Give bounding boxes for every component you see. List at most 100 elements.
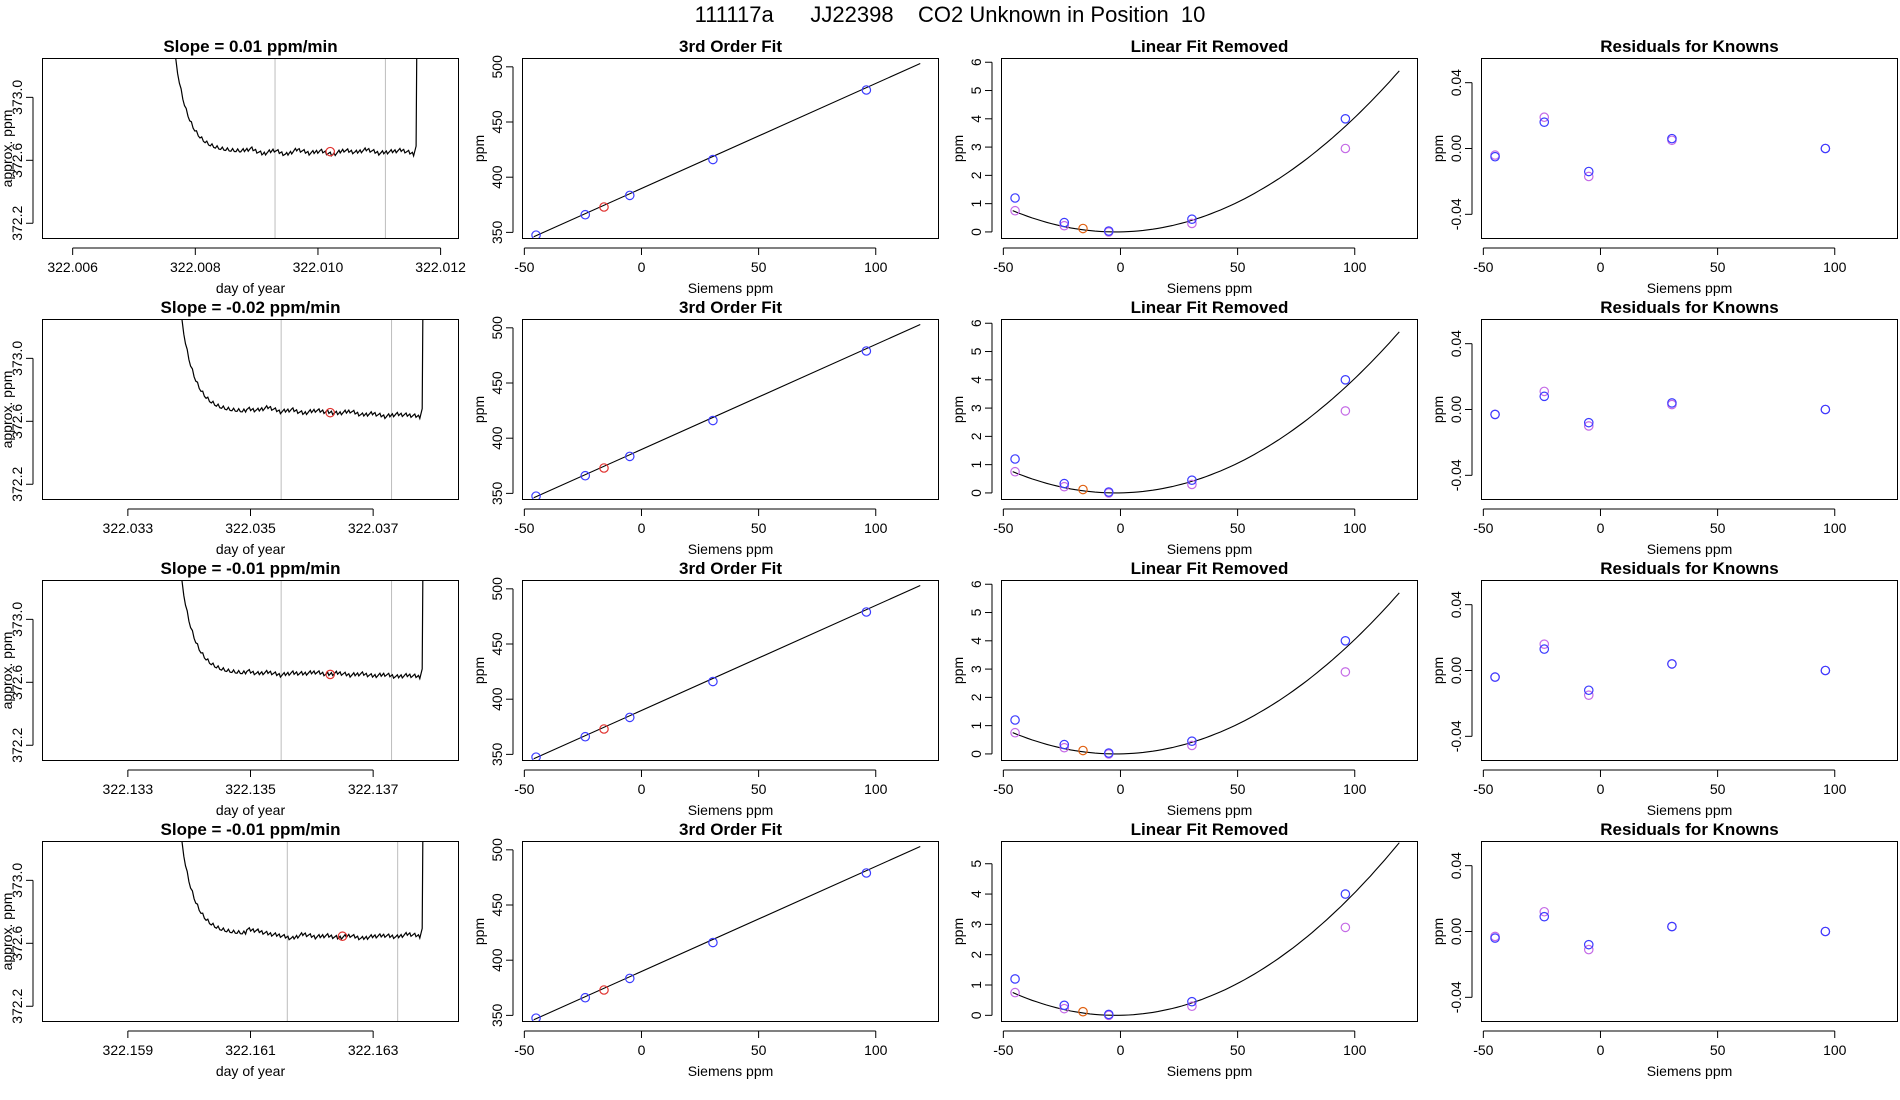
known-point xyxy=(708,154,718,165)
plot-area xyxy=(181,319,424,500)
x-tick-label: 0 xyxy=(1117,781,1125,797)
plot-frame xyxy=(522,58,939,239)
plot-frame xyxy=(1001,319,1418,500)
x-tick-label: 100 xyxy=(864,1042,888,1058)
x-tick-label: 322.163 xyxy=(348,1042,399,1058)
known-fit-point xyxy=(1187,996,1197,1007)
plot-frame xyxy=(1481,841,1898,1022)
y-tick-label: 500 xyxy=(489,316,505,340)
y-axis-label: approx. ppm xyxy=(0,632,15,710)
panel-2-2: 3rd Order Fit -50 0 50 100 Siemens ppm 350 400 4… xyxy=(471,298,939,557)
x-tick-label: 50 xyxy=(1710,259,1726,275)
known-point xyxy=(580,470,591,481)
x-tick-label: 0 xyxy=(1597,781,1605,797)
plot-frame xyxy=(1001,841,1418,1022)
y-tick-label: -0.04 xyxy=(1448,459,1464,491)
trace-line xyxy=(181,319,424,421)
fit-line xyxy=(533,324,921,499)
y-tick-label: 350 xyxy=(489,220,505,244)
y-axis-label: ppm xyxy=(471,657,487,684)
x-tick-label: 322.037 xyxy=(348,520,399,536)
y-tick-label: 2 xyxy=(968,171,984,179)
y-axis-label: ppm xyxy=(950,918,966,945)
plot-frame xyxy=(42,580,459,761)
y-tick-label: 0.04 xyxy=(1448,591,1464,618)
x-axis-label: Siemens ppm xyxy=(1167,280,1253,296)
plot-area xyxy=(1010,331,1400,498)
plot-area xyxy=(1490,386,1831,431)
y-tick-label: 372.2 xyxy=(9,206,25,241)
y-tick-label: 373.0 xyxy=(9,863,25,898)
residual-point-b xyxy=(1667,398,1677,408)
quadratic-curve xyxy=(1012,592,1400,755)
plot-frame xyxy=(1481,58,1898,239)
y-tick-label: 2 xyxy=(968,432,984,440)
y-axis-label: ppm xyxy=(950,135,966,162)
unknown-point xyxy=(1078,745,1088,756)
known-raw-point xyxy=(1187,1001,1197,1012)
residual-point-b xyxy=(1539,644,1550,654)
x-tick-label: 322.033 xyxy=(103,520,154,536)
known-fit-point xyxy=(1103,1009,1114,1020)
residual-point-b xyxy=(1667,133,1677,144)
known-raw-point xyxy=(1340,667,1351,677)
known-raw-point xyxy=(1010,466,1020,477)
residual-point-b xyxy=(1820,926,1831,937)
x-tick-label: 50 xyxy=(751,259,767,275)
known-raw-point xyxy=(1010,205,1020,216)
x-axis-label: Siemens ppm xyxy=(1647,802,1733,818)
x-tick-label: 50 xyxy=(1230,259,1246,275)
y-axis-label: ppm xyxy=(1430,135,1446,162)
y-tick-label: 400 xyxy=(489,687,505,711)
plot-area xyxy=(174,58,418,239)
y-axis-label: ppm xyxy=(1430,918,1446,945)
panel-3-4: Residuals for Knowns -50 0 50 100 Siemens ppm… xyxy=(1430,559,1898,818)
x-tick-label: -50 xyxy=(993,520,1013,536)
panel-1-4: Residuals for Knowns -50 0 50 100 Siemens ppm… xyxy=(1430,37,1898,296)
y-axis-label: approx. ppm xyxy=(0,893,15,971)
panel-title: Residuals for Knowns xyxy=(1600,820,1779,839)
x-tick-label: 0 xyxy=(638,259,646,275)
x-tick-label: 322.135 xyxy=(225,781,276,797)
residual-point-b xyxy=(1583,166,1594,177)
x-tick-label: -50 xyxy=(514,781,534,797)
y-tick-label: 450 xyxy=(489,632,505,656)
known-point xyxy=(580,992,591,1003)
known-point xyxy=(624,712,635,723)
y-tick-label: 372.6 xyxy=(9,404,25,439)
y-tick-label: 373.0 xyxy=(9,80,25,115)
y-tick-label: 5 xyxy=(968,347,984,355)
y-axis-label: approx. ppm xyxy=(0,110,15,188)
known-raw-point xyxy=(1340,143,1351,154)
known-fit-point xyxy=(1340,889,1351,899)
unknown-point xyxy=(599,463,609,473)
y-tick-label: 6 xyxy=(968,58,984,66)
x-tick-label: 0 xyxy=(638,1042,646,1058)
y-tick-label: 400 xyxy=(489,948,505,972)
y-tick-label: 372.2 xyxy=(9,989,25,1024)
x-axis-label: Siemens ppm xyxy=(1167,802,1253,818)
x-tick-label: 0 xyxy=(1117,1042,1125,1058)
y-tick-label: 5 xyxy=(968,860,984,868)
y-tick-label: 450 xyxy=(489,371,505,395)
panel-title: 3rd Order Fit xyxy=(679,37,782,56)
x-tick-label: 100 xyxy=(1823,259,1847,275)
y-tick-label: 350 xyxy=(489,1003,505,1027)
y-tick-label: 500 xyxy=(489,55,505,79)
known-fit-point xyxy=(1187,214,1197,225)
plot-area xyxy=(531,63,921,239)
x-tick-label: 0 xyxy=(1117,520,1125,536)
y-tick-label: 6 xyxy=(968,319,984,327)
known-point xyxy=(580,731,591,742)
known-fit-point xyxy=(1340,114,1351,124)
y-tick-label: -0.04 xyxy=(1448,981,1464,1013)
known-fit-point xyxy=(1187,736,1197,747)
plot-area xyxy=(181,841,424,1022)
panel-title: 3rd Order Fit xyxy=(679,298,782,317)
known-raw-point xyxy=(1010,727,1020,738)
x-tick-label: 100 xyxy=(864,781,888,797)
known-point xyxy=(861,346,872,356)
known-fit-point xyxy=(1103,487,1114,497)
plot-frame xyxy=(1481,580,1898,761)
y-tick-label: 0.04 xyxy=(1448,852,1464,879)
